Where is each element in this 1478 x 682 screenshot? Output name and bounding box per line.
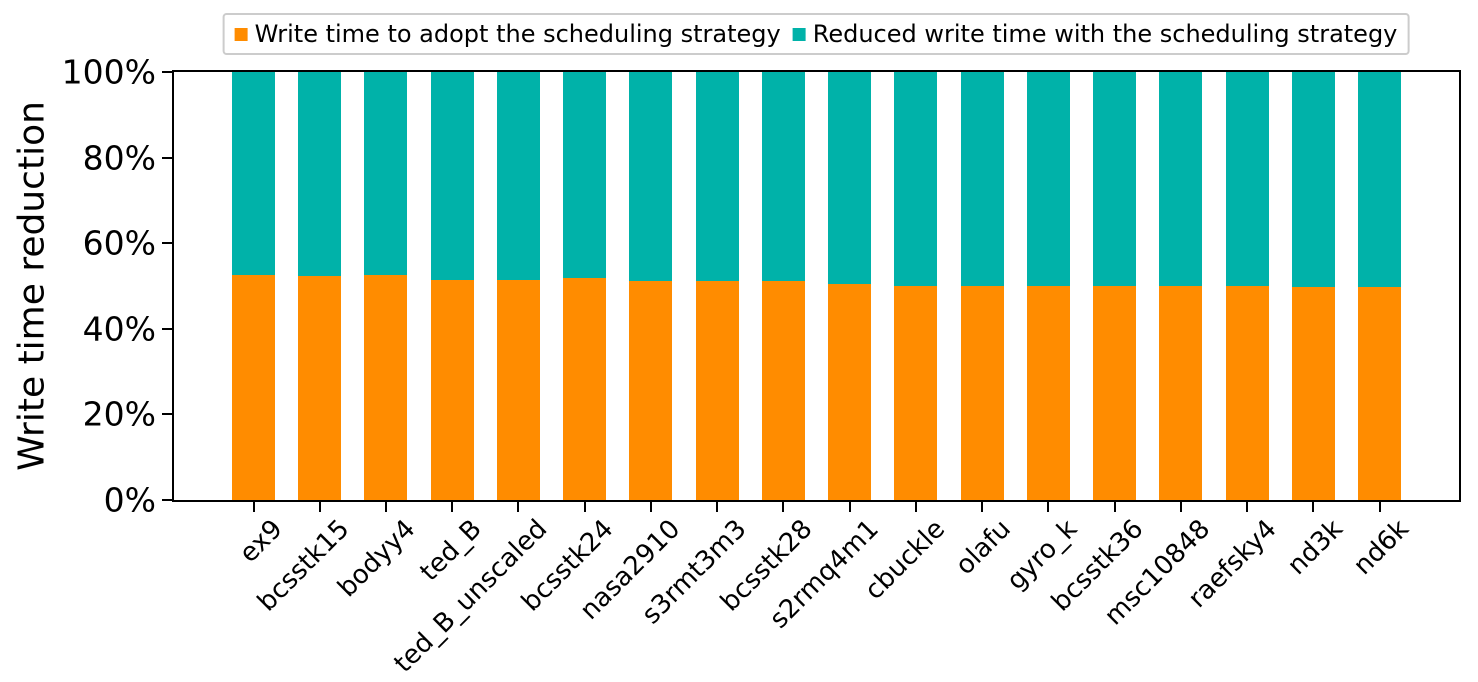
bar-segment-reduced-nd3k: [1291, 72, 1335, 288]
y-tick-label-40%: 40%: [82, 309, 156, 349]
y-tick-label-0%: 0%: [103, 480, 156, 520]
bar-segment-adopt-s2rmq4m1: [828, 283, 872, 500]
bar-s3rmt3m3: [695, 72, 739, 500]
legend: Write time to adopt the scheduling strat…: [222, 13, 1410, 56]
bar-segment-adopt-nasa2910: [629, 280, 673, 500]
bar-segment-reduced-ex9: [232, 72, 275, 275]
y-tick-label-20%: 20%: [82, 394, 156, 434]
bar-nasa2910: [629, 72, 673, 500]
x-tick-ted_B: [451, 502, 454, 512]
y-tick-80%: [162, 156, 172, 159]
bar-bcsstk15: [298, 72, 342, 500]
y-tick-label-100%: 100%: [61, 52, 156, 92]
bar-segment-adopt-olafu: [960, 286, 1004, 500]
x-tick-bcsstk36: [1113, 502, 1116, 512]
bar-olafu: [960, 72, 1004, 500]
bar-segment-adopt-nd3k: [1291, 287, 1335, 500]
bar-segment-adopt-bcsstk15: [298, 275, 342, 500]
x-tick-bcsstk24: [583, 502, 586, 512]
bar-segment-reduced-bcsstk24: [563, 72, 607, 278]
bar-segment-adopt-bcsstk36: [1093, 286, 1137, 500]
bar-segment-reduced-olafu: [960, 72, 1004, 286]
bar-segment-reduced-bodyy4: [364, 72, 408, 275]
x-tick-ted_B_unscaled: [517, 502, 520, 512]
y-tick-20%: [162, 413, 172, 416]
bar-bodyy4: [364, 72, 408, 500]
bar-segment-reduced-s3rmt3m3: [695, 72, 739, 281]
bar-s2rmq4m1: [828, 72, 872, 500]
legend-label-reduced-time: Reduced write time with the scheduling s…: [812, 20, 1398, 48]
x-tick-label-nd3k: nd3k: [1281, 514, 1349, 581]
y-tick-0%: [162, 499, 172, 501]
bar-bcsstk24: [563, 72, 607, 500]
bar-bcsstk36: [1093, 72, 1137, 500]
legend-item-reduced-time: Reduced write time with the scheduling s…: [792, 20, 1398, 48]
legend-item-write-time: Write time to adopt the scheduling strat…: [234, 20, 781, 48]
bar-raefsky4: [1225, 72, 1269, 500]
x-tick-nd3k: [1312, 502, 1315, 512]
bar-cbuckle: [894, 72, 938, 500]
x-tick-s3rmt3m3: [716, 502, 719, 512]
bar-segment-reduced-msc10848: [1159, 72, 1203, 287]
bar-segment-adopt-ted_B: [430, 280, 474, 500]
bar-segment-adopt-bodyy4: [364, 274, 408, 500]
bar-bcsstk28: [761, 72, 805, 500]
bar-segment-reduced-bcsstk15: [298, 72, 342, 276]
bar-segment-reduced-ted_B: [430, 72, 474, 281]
bar-nd3k: [1291, 72, 1335, 500]
bar-segment-adopt-bcsstk24: [563, 277, 607, 500]
y-tick-100%: [162, 71, 172, 73]
y-tick-60%: [162, 242, 172, 245]
x-tick-label-ex9: ex9: [233, 514, 289, 569]
y-axis-label: Write time reduction: [11, 101, 53, 471]
bar-segment-reduced-cbuckle: [894, 72, 938, 287]
bar-msc10848: [1159, 72, 1203, 500]
bar-segment-adopt-cbuckle: [894, 286, 938, 500]
bar-segment-reduced-nasa2910: [629, 72, 673, 281]
x-tick-label-nd6k: nd6k: [1347, 514, 1415, 581]
x-tick-nd6k: [1378, 502, 1381, 512]
bar-segment-reduced-nd6k: [1357, 72, 1401, 288]
bar-segment-adopt-nd6k: [1357, 287, 1401, 500]
x-tick-bodyy4: [384, 502, 387, 512]
bar-segment-reduced-s2rmq4m1: [828, 72, 872, 284]
x-tick-gyro_k: [1047, 502, 1050, 512]
bar-segment-adopt-bcsstk28: [761, 281, 805, 500]
x-tick-raefsky4: [1246, 502, 1249, 512]
bar-segment-reduced-raefsky4: [1225, 72, 1269, 287]
bar-segment-adopt-s3rmt3m3: [695, 280, 739, 500]
legend-label-write-time: Write time to adopt the scheduling strat…: [254, 20, 781, 48]
y-tick-label-60%: 60%: [82, 223, 156, 263]
x-tick-ex9: [252, 502, 255, 512]
x-tick-olafu: [981, 502, 984, 512]
x-tick-nasa2910: [649, 502, 652, 512]
x-tick-bcsstk15: [318, 502, 321, 512]
bar-segment-reduced-ted_B_unscaled: [496, 72, 540, 281]
plot-area: ex9 bcsstk15 bodyy4 ted_B ted_B_unscaled bcss…: [62, 53, 1461, 679]
bars-container: [174, 72, 1459, 500]
y-tick-label-80%: 80%: [82, 138, 156, 178]
bar-segment-reduced-bcsstk36: [1093, 72, 1137, 287]
y-tick-40%: [162, 327, 172, 330]
bar-segment-adopt-raefsky4: [1225, 286, 1269, 500]
x-tick-bcsstk28: [782, 502, 785, 512]
bar-segment-adopt-ex9: [232, 274, 275, 500]
bar-ted_B_unscaled: [496, 72, 540, 500]
legend-swatch-orange-icon: [234, 27, 248, 41]
bar-segment-adopt-msc10848: [1159, 286, 1203, 500]
bar-ex9: [232, 72, 275, 500]
bar-gyro_k: [1026, 72, 1070, 500]
bar-segment-adopt-gyro_k: [1026, 286, 1070, 500]
bar-segment-reduced-bcsstk28: [761, 72, 805, 282]
x-tick-msc10848: [1179, 502, 1182, 512]
x-tick-cbuckle: [914, 502, 917, 512]
x-tick-s2rmq4m1: [848, 502, 851, 512]
bar-nd6k: [1357, 72, 1401, 500]
bar-segment-reduced-gyro_k: [1026, 72, 1070, 287]
legend-swatch-teal-icon: [792, 27, 806, 41]
bar-segment-adopt-ted_B_unscaled: [496, 280, 540, 500]
bar-ted_B: [430, 72, 474, 500]
